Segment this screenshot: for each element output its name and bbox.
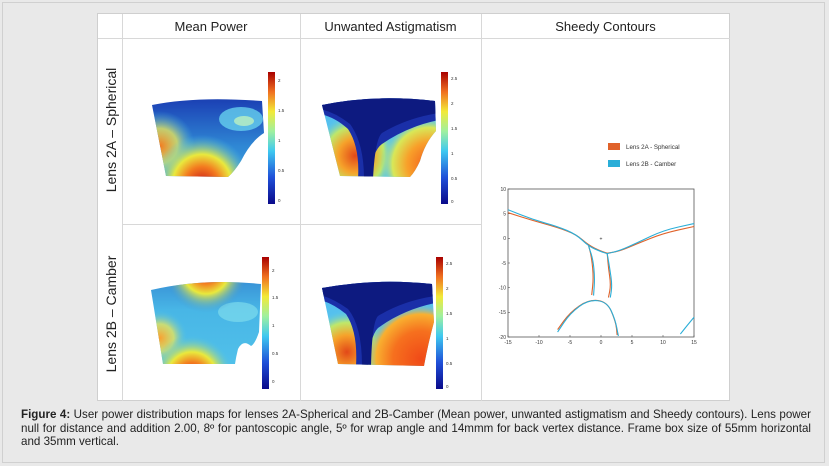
- y-tick-label: 5: [503, 211, 506, 217]
- figure-caption: Figure 4: User power distribution maps f…: [21, 408, 811, 449]
- caption-text: User power distribution maps for lenses …: [21, 408, 811, 449]
- y-tick-label: -10: [499, 285, 506, 291]
- legend-swatch: [608, 143, 620, 150]
- grid-divider: [122, 224, 481, 225]
- grid-divider: [300, 14, 301, 401]
- row-label-lens-2a: Lens 2A – Spherical: [103, 67, 119, 193]
- colorbar-tick: 0.5: [278, 168, 285, 173]
- astigmatism-map-2a: [322, 98, 436, 177]
- colorbar-tick: 0.5: [446, 361, 453, 366]
- astigmatism-colorbar-2a: 2.5 2 1.5 1 0.5 0: [441, 72, 458, 204]
- colorbar-tick: 0.5: [451, 176, 458, 181]
- colorbar-tick: 1.5: [451, 126, 458, 131]
- series-line-lens-2b-camber: [507, 209, 608, 255]
- x-tick-label: -15: [504, 340, 511, 346]
- mean-power-map-2b: [151, 282, 261, 364]
- series-line-lens-2b-camber: [588, 246, 595, 296]
- colorbar-tick: 2: [446, 286, 449, 291]
- colorbar-tick: 1.5: [272, 295, 279, 300]
- legend-swatch: [608, 160, 620, 167]
- colorbar-tick: 2: [451, 101, 454, 106]
- legend-label: Lens 2A - Spherical: [626, 144, 680, 151]
- x-tick-label: -5: [568, 340, 573, 346]
- colorbar-tick: 2.5: [446, 261, 453, 266]
- colorbar-tick: 0.5: [272, 351, 279, 356]
- x-tick-label: 5: [631, 340, 634, 346]
- mean-power-colorbar-2a: 2 1.5 1 0.5 0: [268, 72, 285, 204]
- x-tick-label: 15: [691, 340, 697, 346]
- astigmatism-map-2b: [322, 281, 434, 366]
- y-tick-label: -15: [499, 310, 506, 316]
- chart-legend: Lens 2A - Spherical Lens 2B - Camber: [608, 143, 680, 168]
- series-line-lens-2b-camber: [607, 222, 695, 255]
- y-tick-label: -20: [499, 335, 506, 341]
- y-tick-label: 10: [500, 187, 506, 193]
- header-sheedy-contours: Sheedy Contours: [555, 19, 656, 34]
- colorbar-tick: 1: [272, 323, 275, 328]
- series-line-lens-2b-camber: [557, 300, 619, 337]
- colorbar-tick: 0: [272, 379, 275, 384]
- colorbar-tick: 2: [278, 78, 281, 83]
- header-mean-power: Mean Power: [174, 19, 248, 34]
- colorbar-tick: 1: [278, 138, 281, 143]
- grid-divider: [122, 14, 123, 401]
- figure-panel: Mean Power Unwanted Astigmatism Sheedy C…: [97, 13, 730, 401]
- colorbar-tick: 0: [446, 384, 449, 389]
- mean-power-colorbar-2b: 2 1.5 1 0.5 0: [262, 257, 279, 389]
- center-marker: +: [600, 236, 603, 242]
- colorbar-tick: 2.5: [451, 76, 458, 81]
- grid-divider: [98, 38, 730, 39]
- colorbar-tick: 1: [451, 151, 454, 156]
- colorbar-tick: 1.5: [446, 311, 453, 316]
- colorbar-tick: 0: [278, 198, 281, 203]
- legend-label: Lens 2B - Camber: [626, 161, 676, 168]
- series-line-lens-2a-spherical: [507, 212, 608, 254]
- header-unwanted-astigmatism: Unwanted Astigmatism: [324, 19, 457, 34]
- x-tick-label: -10: [535, 340, 542, 346]
- x-tick-label: 0: [600, 340, 603, 346]
- astigmatism-colorbar-2b: 2.5 2 1.5 1 0.5 0: [436, 257, 453, 389]
- colorbar-tick: 0: [451, 199, 454, 204]
- colorbar-tick: 2: [272, 268, 275, 273]
- plot-area-frame: [507, 188, 695, 338]
- colorbar-tick: 1: [446, 336, 449, 341]
- series-line-lens-2a-spherical: [607, 225, 695, 254]
- mean-power-map-2a: [152, 99, 264, 177]
- caption-label: Figure 4:: [21, 408, 71, 421]
- y-tick-label: -5: [502, 261, 507, 267]
- x-tick-label: 10: [660, 340, 666, 346]
- grid-divider: [481, 14, 482, 401]
- row-label-lens-2b: Lens 2B – Camber: [103, 255, 119, 373]
- series-line-lens-2b-camber: [606, 253, 613, 298]
- colorbar-tick: 1.5: [278, 108, 285, 113]
- chart-series: [507, 209, 695, 337]
- series-line-lens-2b-camber: [679, 316, 695, 335]
- y-tick-label: 0: [503, 236, 506, 242]
